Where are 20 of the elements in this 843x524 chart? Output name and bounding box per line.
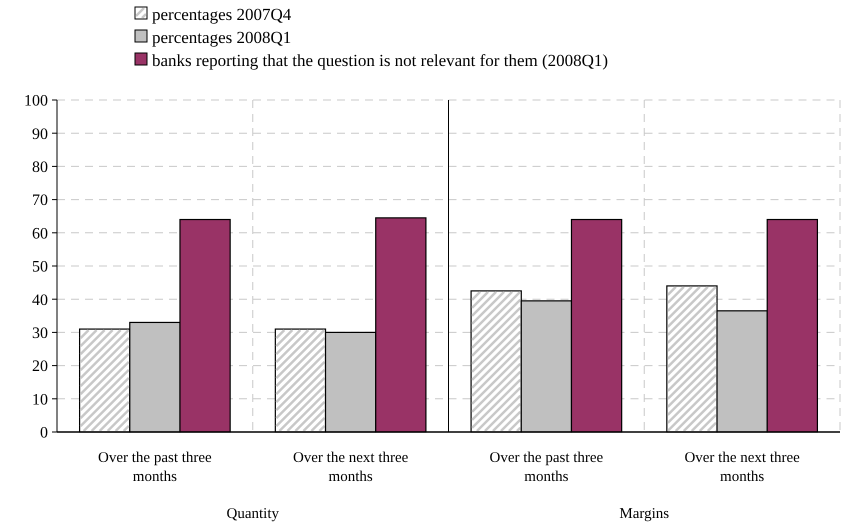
x-tick-label: Over the next three months (292, 450, 409, 485)
x-axis-title: Margins (619, 506, 670, 522)
y-tick-label: 0 (40, 424, 48, 442)
x-axis-title: Quantity (226, 506, 280, 522)
legend-label: banks reporting that the question is not relevant for them (2008Q1) (152, 50, 608, 70)
x-tick-label: Over the past three months (490, 450, 604, 485)
legend-label: percentages 2007Q4 (152, 4, 292, 24)
y-tick-label: 80 (32, 159, 48, 176)
y-tick-label: 20 (32, 358, 48, 376)
x-tick-label: Over the next three months (684, 450, 800, 485)
y-tick-label: 30 (32, 325, 48, 342)
y-tick-label: 60 (32, 225, 48, 242)
x-tick-label: Over the past three months (98, 450, 212, 485)
y-tick-label: 90 (32, 126, 48, 143)
legend-label: percentages 2008Q1 (152, 28, 292, 47)
y-tick-label: 10 (32, 391, 48, 408)
y-tick-label: 50 (32, 258, 48, 276)
y-tick-label: 70 (32, 192, 48, 210)
y-tick-label: 40 (32, 292, 48, 309)
y-tick-label: 100 (24, 92, 48, 110)
